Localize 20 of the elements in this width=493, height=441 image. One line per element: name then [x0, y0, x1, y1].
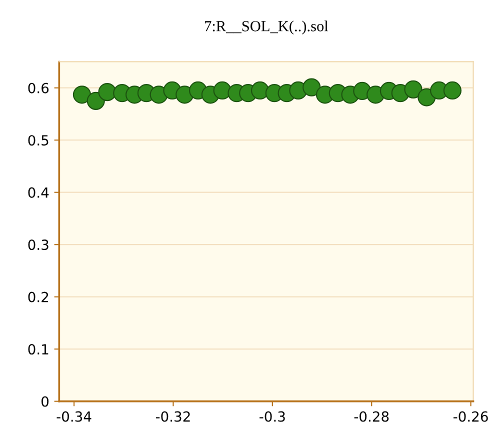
chart-title: 7:R__SOL_K(..).sol [205, 20, 328, 34]
y-tick-label: 0.5 [28, 135, 48, 146]
point [72, 86, 92, 104]
point [302, 78, 321, 96]
point [98, 82, 116, 102]
y-tick-label: 0.6 [28, 82, 49, 94]
point [404, 80, 422, 98]
x-tick-label: -0.32 [156, 411, 190, 422]
x-tick-label: -0.3 [260, 411, 285, 422]
point [213, 81, 232, 100]
y-tick-label: 0 [42, 396, 49, 407]
point [443, 81, 462, 100]
y-tick-label: 0.1 [28, 344, 48, 355]
x-tick-label: -0.26 [454, 411, 488, 422]
x-tick-label: -0.34 [56, 411, 92, 422]
point [250, 81, 270, 100]
y-tick-label: 0.3 [28, 240, 48, 250]
y-tick-label: 0.4 [28, 187, 49, 198]
x-tick-label: -0.28 [354, 411, 389, 422]
y-tick-label: 0.2 [28, 292, 48, 302]
